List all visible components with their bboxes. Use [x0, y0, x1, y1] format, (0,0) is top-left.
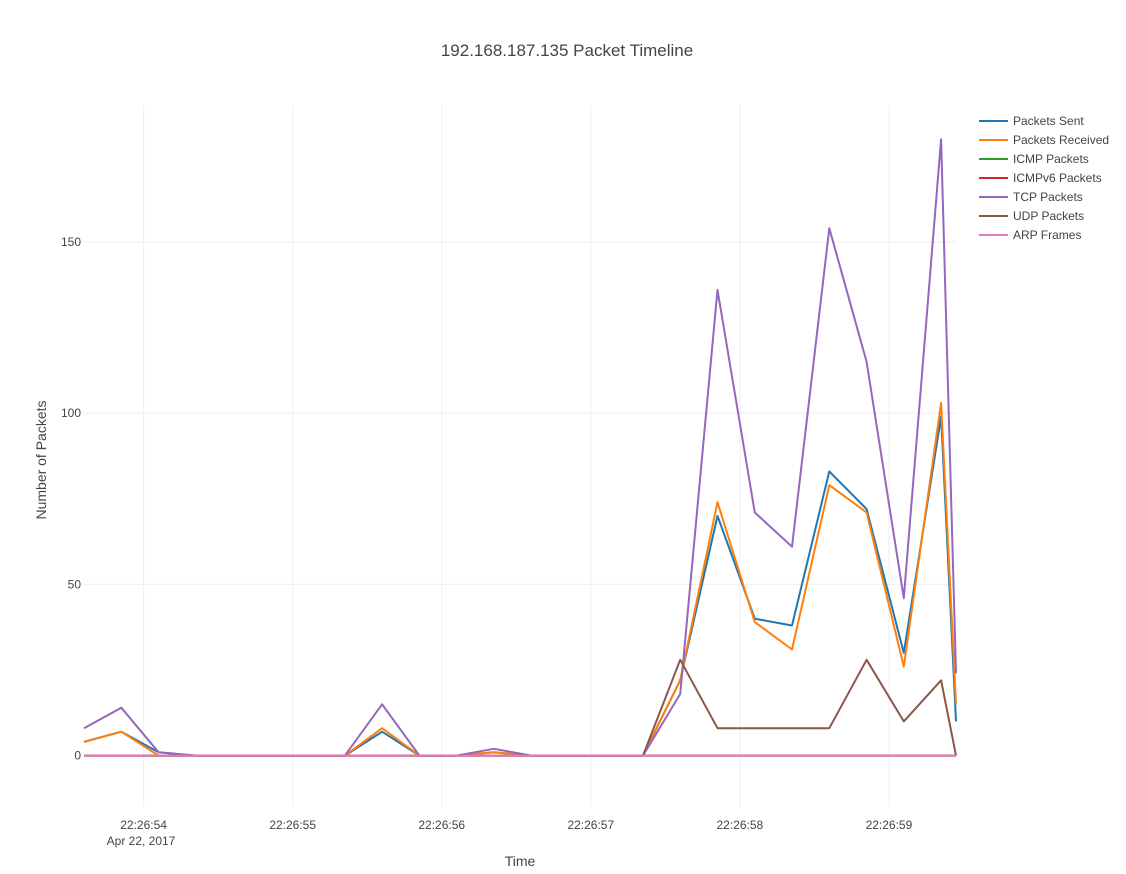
x-tick-label-0: 22:26:54 [120, 818, 167, 832]
legend-label-udp-packets: UDP Packets [1013, 209, 1084, 223]
legend-label-icmp-packets: ICMP Packets [1013, 152, 1089, 166]
y-axis-title: Number of Packets [33, 400, 49, 519]
series-line-udp-packets[interactable] [84, 658, 957, 757]
legend-item-icmp-packets[interactable]: ICMP Packets [979, 152, 1089, 166]
legend-label-tcp-packets: TCP Packets [1013, 190, 1083, 204]
y-tick-label-0: 0 [74, 749, 81, 763]
y-tick-label-3: 150 [61, 235, 81, 249]
y-tick-label-2: 100 [61, 406, 81, 420]
series-line-tcp-packets[interactable] [83, 138, 957, 757]
legend-label-arp-frames: ARP Frames [1013, 228, 1081, 242]
legend-item-arp-frames[interactable]: ARP Frames [979, 228, 1081, 242]
legend-item-udp-packets[interactable]: UDP Packets [979, 209, 1084, 223]
legend-item-packets-sent[interactable]: Packets Sent [979, 114, 1084, 128]
legend-item-packets-received[interactable]: Packets Received [979, 133, 1109, 147]
legend-label-packets-received: Packets Received [1013, 133, 1109, 147]
x-axis-date-caption: Apr 22, 2017 [107, 834, 176, 848]
legend-label-icmpv6-packets: ICMPv6 Packets [1013, 171, 1102, 185]
x-axis-title: Time [505, 853, 536, 869]
legend-label-packets-sent: Packets Sent [1013, 114, 1084, 128]
y-tick-label-1: 50 [68, 577, 82, 591]
grid-layer [84, 105, 956, 807]
chart-title: 192.168.187.135 Packet Timeline [441, 41, 693, 60]
x-tick-label-4: 22:26:58 [717, 818, 764, 832]
x-axis-ticks: 22:26:54 22:26:55 22:26:56 22:26:57 22:26:58… [120, 818, 912, 832]
series-line-packets-sent[interactable] [83, 415, 957, 757]
x-tick-label-3: 22:26:57 [567, 818, 614, 832]
series-line-packets-received[interactable] [83, 401, 957, 757]
series-layer [83, 138, 957, 757]
y-axis-ticks: 0 50 100 150 [61, 235, 81, 763]
legend[interactable]: Packets Sent Packets Received ICMP Packets… [979, 114, 1109, 242]
x-tick-label-1: 22:26:55 [269, 818, 316, 832]
x-tick-label-2: 22:26:56 [418, 818, 465, 832]
x-tick-label-5: 22:26:59 [866, 818, 913, 832]
legend-item-icmpv6-packets[interactable]: ICMPv6 Packets [979, 171, 1102, 185]
legend-item-tcp-packets[interactable]: TCP Packets [979, 190, 1083, 204]
